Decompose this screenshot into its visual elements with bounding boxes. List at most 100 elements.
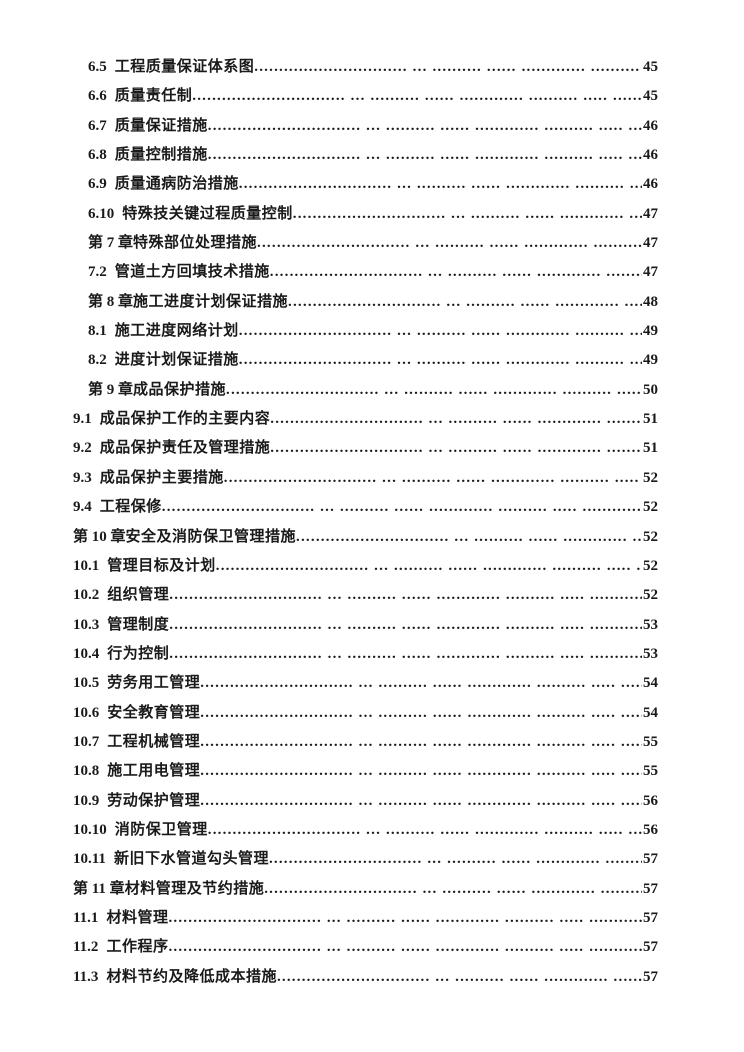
toc-entry-number: 10.11 [73, 851, 106, 868]
toc-entry-page: 52 [643, 587, 658, 604]
toc-entry[interactable]: 第 11 章 材料管理及节约措施 57 [73, 875, 658, 904]
toc-entry[interactable]: 6.10 特殊技关键过程质量控制 47 [73, 200, 658, 229]
toc-leader-dots [200, 787, 642, 816]
toc-entry-title: 特殊部位处理措施 [133, 235, 258, 252]
toc-entry-page: 45 [643, 59, 658, 75]
toc-leader-dots [277, 963, 642, 992]
toc-entry[interactable]: 9.4 工程保修 52 [73, 493, 658, 522]
toc-leader-dots [162, 493, 642, 522]
toc-entry[interactable]: 10.2 组织管理 52 [73, 581, 658, 610]
toc-leader-dots [208, 112, 642, 141]
toc-entry-page: 45 [643, 88, 658, 105]
toc-entry-number: 10.5 [73, 675, 100, 692]
toc-entry[interactable]: 10.1 管理目标及计划 52 [73, 552, 658, 581]
toc-entry-page: 46 [643, 147, 658, 164]
toc-entry-number: 10.10 [73, 821, 107, 838]
toc-entry[interactable]: 11.2 工作程序 57 [73, 933, 658, 962]
toc-entry-title: 工程质量保证体系图 [114, 59, 255, 75]
toc-entry-title: 组织管理 [107, 587, 170, 604]
toc-entry-page: 53 [643, 645, 658, 662]
toc-entry-number: 第 8 章 [88, 293, 134, 310]
toc-entry[interactable]: 11.1 材料管理 57 [73, 904, 658, 933]
toc-entry-page: 52 [643, 557, 658, 574]
toc-entry[interactable]: 9.3 成品保护主要措施 52 [73, 464, 658, 493]
toc-leader-dots [239, 317, 642, 346]
toc-entry[interactable]: 8.1 施工进度网络计划 49 [73, 317, 658, 346]
toc-entry[interactable]: 第 8 章 施工进度计划保证措施 48 [73, 288, 658, 317]
toc-entry-number: 10.1 [73, 557, 100, 574]
toc-leader-dots [169, 640, 642, 669]
toc-entry[interactable]: 6.5 工程质量保证体系图 45 [73, 53, 658, 82]
toc-entry[interactable]: 10.5 劳务用工管理 54 [73, 669, 658, 698]
toc-entry-number: 第 7 章 [88, 235, 134, 252]
toc-entry-number: 10.4 [73, 645, 100, 662]
toc-entry-title: 新旧下水管道勾头管理 [113, 851, 269, 868]
toc-entry[interactable]: 10.11 新旧下水管道勾头管理 57 [73, 845, 658, 874]
toc-leader-dots [168, 933, 642, 962]
toc-entry-title: 施工进度计划保证措施 [133, 293, 289, 310]
toc-entry-number: 9.4 [73, 499, 92, 516]
toc-leader-dots [216, 552, 642, 581]
toc-entry-title: 质量责任制 [114, 88, 193, 105]
toc-leader-dots [208, 816, 642, 845]
toc-entry-title: 特殊技关键过程质量控制 [122, 205, 293, 222]
toc-leader-dots [168, 904, 642, 933]
toc-entry-title: 工作程序 [106, 939, 169, 956]
toc-entry-title: 成品保护责任及管理措施 [99, 440, 271, 457]
toc-entry[interactable]: 10.4 行为控制 53 [73, 640, 658, 669]
toc-entry[interactable]: 9.2 成品保护责任及管理措施 51 [73, 434, 658, 463]
toc-entry-number: 10.7 [73, 733, 100, 750]
toc-entry-title: 成品保护措施 [133, 381, 227, 398]
toc-entry-page: 46 [643, 176, 658, 193]
toc-leader-dots [192, 82, 642, 111]
toc-entry-page: 57 [643, 968, 658, 985]
toc-leader-dots [239, 346, 642, 375]
toc-entry-page: 47 [643, 264, 658, 281]
toc-entry-title: 管道土方回填技术措施 [114, 264, 270, 281]
toc-entry[interactable]: 6.7 质量保证措施 46 [73, 112, 658, 141]
toc-entry[interactable]: 9.1 成品保护工作的主要内容 51 [73, 405, 658, 434]
toc-entry[interactable]: 10.3 管理制度 53 [73, 611, 658, 640]
toc-entry[interactable]: 第 10 章 安全及消防保卫管理措施 52 [73, 523, 658, 552]
toc-entry-title: 消防保卫管理 [114, 821, 208, 838]
toc-entry-number: 10.6 [73, 704, 100, 721]
toc-entry-page: 50 [643, 381, 658, 398]
toc-entry[interactable]: 6.8 质量控制措施 46 [73, 141, 658, 170]
toc-entry[interactable]: 10.6 安全教育管理 54 [73, 699, 658, 728]
toc-entry-number: 6.9 [88, 176, 107, 193]
toc-entry-number: 第 10 章 [73, 528, 126, 545]
toc-entry[interactable]: 7.2 管道土方回填技术措施 47 [73, 258, 658, 287]
toc-entry-number: 11.2 [73, 939, 99, 956]
toc-entry[interactable]: 6.6 质量责任制 45 [73, 82, 658, 111]
toc-entry-number: 6.5 [88, 59, 107, 75]
toc-entry[interactable]: 10.10 消防保卫管理 56 [73, 816, 658, 845]
toc-entry-title: 劳动保护管理 [107, 792, 201, 809]
toc-entry-page: 57 [643, 880, 658, 897]
toc-entry[interactable]: 11.3 材料节约及降低成本措施 57 [73, 963, 658, 992]
toc-entry[interactable]: 6.9 质量通病防治措施 46 [73, 170, 658, 199]
toc-entry[interactable]: 第 7 章 特殊部位处理措施 47 [73, 229, 658, 258]
toc-entry-title: 安全教育管理 [107, 704, 201, 721]
toc-entry[interactable]: 10.9 劳动保护管理 56 [73, 787, 658, 816]
toc-entry-number: 第 9 章 [88, 381, 134, 398]
toc-entry-title: 管理制度 [107, 616, 170, 633]
toc-entry-page: 57 [643, 939, 658, 956]
toc-entry[interactable]: 8.2 进度计划保证措施 49 [73, 346, 658, 375]
toc-entry-title: 管理目标及计划 [107, 557, 216, 574]
toc-entry-number: 7.2 [88, 264, 107, 281]
toc-entry-page: 55 [643, 733, 658, 750]
toc-leader-dots [296, 523, 642, 552]
toc-entry-page: 55 [643, 763, 658, 780]
toc-entry[interactable]: 第 9 章 成品保护措施 50 [73, 376, 658, 405]
toc-entry-title: 质量控制措施 [114, 147, 208, 164]
toc-list: 6.5 工程质量保证体系图 45 6.6 质量责任制 45 6.7 质量保证措施… [73, 53, 658, 992]
toc-entry[interactable]: 10.8 施工用电管理 55 [73, 757, 658, 786]
toc-entry-title: 成品保护工作的主要内容 [99, 411, 271, 428]
toc-entry-title: 质量通病防治措施 [114, 176, 239, 193]
toc-entry-number: 10.8 [73, 763, 100, 780]
toc-leader-dots [208, 141, 642, 170]
toc-leader-dots [270, 258, 642, 287]
toc-entry-page: 48 [643, 293, 658, 310]
toc-entry[interactable]: 10.7 工程机械管理 55 [73, 728, 658, 757]
